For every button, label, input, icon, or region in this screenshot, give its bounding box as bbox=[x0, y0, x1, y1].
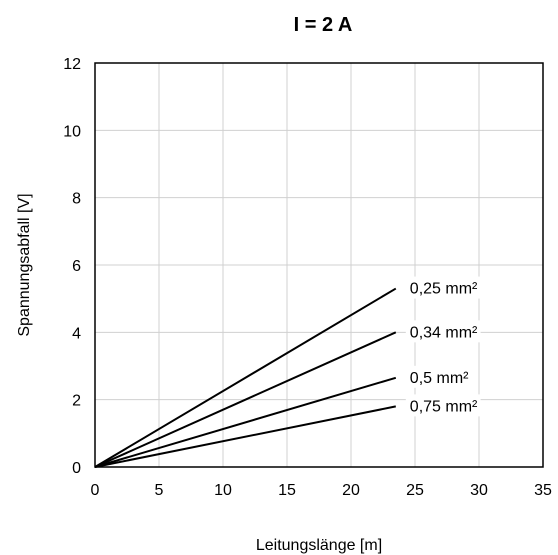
x-tick-label: 5 bbox=[155, 482, 164, 499]
y-tick-label: 4 bbox=[72, 325, 81, 342]
series-group: 0,25 mm² 0,34 mm² 0,5 mm² 0,75 mm² bbox=[94, 276, 481, 468]
series-line-2 bbox=[94, 376, 397, 468]
x-tick-label: 30 bbox=[470, 482, 488, 499]
x-tick-label: 35 bbox=[534, 482, 552, 499]
y-tick-label: 10 bbox=[63, 123, 81, 140]
x-tick-label: 15 bbox=[278, 482, 296, 499]
series-label-background bbox=[405, 365, 472, 388]
grid bbox=[95, 63, 543, 467]
series-line-3 bbox=[94, 405, 396, 468]
series-label-background bbox=[405, 320, 481, 343]
y-tick-label: 12 bbox=[63, 56, 81, 73]
series-label-background bbox=[405, 394, 481, 417]
y-tick-labels: 0 2 4 6 8 10 12 bbox=[63, 56, 81, 477]
series-line-0 bbox=[94, 287, 397, 468]
series-line-1 bbox=[94, 331, 397, 468]
series-label-2: 0,5 mm² bbox=[410, 370, 469, 387]
x-tick-label: 0 bbox=[91, 482, 100, 499]
series-label-0: 0,25 mm² bbox=[410, 281, 478, 298]
series-label-1: 0,34 mm² bbox=[410, 324, 478, 341]
series-label-3: 0,75 mm² bbox=[410, 398, 478, 415]
x-tick-labels: 0 5 10 15 20 25 30 35 bbox=[91, 482, 552, 499]
x-axis-label: Leitungslänge [m] bbox=[256, 537, 382, 554]
series-label-background bbox=[405, 276, 481, 299]
y-tick-label: 0 bbox=[72, 460, 81, 477]
chart-title: I = 2 A bbox=[294, 14, 353, 36]
x-tick-label: 25 bbox=[406, 482, 424, 499]
x-tick-label: 10 bbox=[214, 482, 232, 499]
y-axis-label: Spannungsabfall [V] bbox=[16, 193, 33, 336]
y-tick-label: 2 bbox=[72, 393, 81, 410]
x-tick-label: 20 bbox=[342, 482, 360, 499]
y-tick-label: 6 bbox=[72, 258, 81, 275]
plot-frame bbox=[94, 62, 544, 468]
y-tick-label: 8 bbox=[72, 191, 81, 208]
